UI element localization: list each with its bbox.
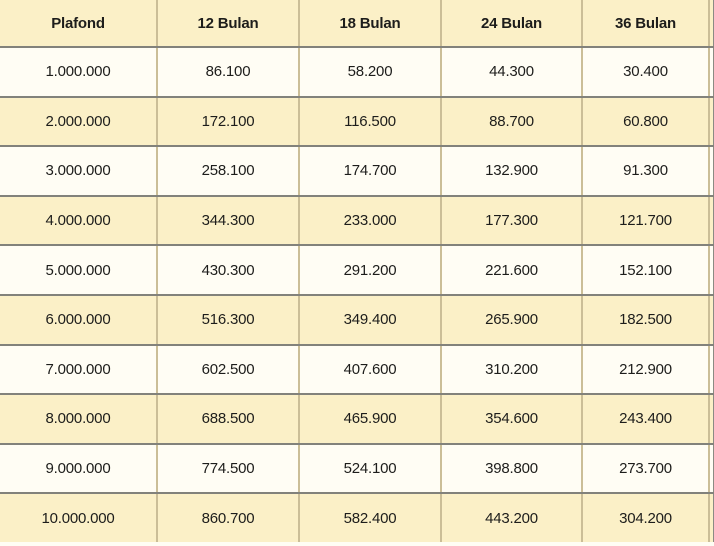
cell-24-bulan: 221.600 [441,245,583,296]
cell-36-bulan: 243.400 [582,394,710,445]
cropped-column-fragment [709,493,714,542]
table-row: 2.000.000 172.100 116.500 88.700 60.800 [0,96,714,148]
cell-plafond: 10.000.000 [0,493,158,542]
cell-12-bulan: 688.500 [157,394,300,445]
table-row: 9.000.000 774.500 524.100 398.800 273.70… [0,443,714,495]
cell-24-bulan: 177.300 [441,195,583,247]
cell-24-bulan: 443.200 [441,493,583,542]
cell-plafond: 7.000.000 [0,344,158,396]
cropped-column-fragment [709,96,714,148]
cell-plafond: 6.000.000 [0,294,158,346]
cropped-column-fragment [709,443,714,495]
cell-18-bulan: 465.900 [299,394,442,445]
cell-36-bulan: 212.900 [582,344,710,396]
cropped-column-fragment [709,344,714,396]
cell-plafond: 4.000.000 [0,195,158,247]
table-row: 8.000.000 688.500 465.900 354.600 243.40… [0,394,714,445]
cell-36-bulan: 30.400 [582,47,710,98]
cropped-column-fragment [709,0,714,48]
column-header-12-bulan: 12 Bulan [157,0,300,48]
cell-18-bulan: 407.600 [299,344,442,396]
cell-12-bulan: 774.500 [157,443,300,495]
cell-24-bulan: 132.900 [441,146,583,197]
cell-plafond: 1.000.000 [0,47,158,98]
cell-36-bulan: 304.200 [582,493,710,542]
cell-18-bulan: 349.400 [299,294,442,346]
cell-12-bulan: 86.100 [157,47,300,98]
table-row: 3.000.000 258.100 174.700 132.900 91.300 [0,146,714,197]
column-header-plafond: Plafond [0,0,158,48]
cell-24-bulan: 265.900 [441,294,583,346]
table-row: 6.000.000 516.300 349.400 265.900 182.50… [0,294,714,346]
cell-12-bulan: 860.700 [157,493,300,542]
table-row: 10.000.000 860.700 582.400 443.200 304.2… [0,493,714,542]
table-row: 5.000.000 430.300 291.200 221.600 152.10… [0,245,714,296]
cropped-column-fragment [709,195,714,247]
cell-18-bulan: 291.200 [299,245,442,296]
cell-18-bulan: 58.200 [299,47,442,98]
cell-12-bulan: 430.300 [157,245,300,296]
column-header-36-bulan: 36 Bulan [582,0,710,48]
cropped-column-fragment [709,294,714,346]
header-row: Plafond 12 Bulan 18 Bulan 24 Bulan 36 Bu… [0,0,714,48]
cell-36-bulan: 60.800 [582,96,710,148]
cell-18-bulan: 582.400 [299,493,442,542]
cell-24-bulan: 398.800 [441,443,583,495]
cell-18-bulan: 233.000 [299,195,442,247]
table-row: 1.000.000 86.100 58.200 44.300 30.400 [0,47,714,98]
cell-plafond: 2.000.000 [0,96,158,148]
table-row: 4.000.000 344.300 233.000 177.300 121.70… [0,195,714,247]
cell-12-bulan: 516.300 [157,294,300,346]
cell-plafond: 3.000.000 [0,146,158,197]
cell-plafond: 9.000.000 [0,443,158,495]
column-header-24-bulan: 24 Bulan [441,0,583,48]
cell-12-bulan: 602.500 [157,344,300,396]
cell-24-bulan: 44.300 [441,47,583,98]
cropped-column-fragment [709,394,714,445]
cropped-column-fragment [709,146,714,197]
cropped-column-fragment [709,245,714,296]
cell-12-bulan: 258.100 [157,146,300,197]
cropped-column-fragment [709,47,714,98]
cell-24-bulan: 354.600 [441,394,583,445]
cell-36-bulan: 121.700 [582,195,710,247]
cell-36-bulan: 152.100 [582,245,710,296]
cell-36-bulan: 182.500 [582,294,710,346]
cell-plafond: 5.000.000 [0,245,158,296]
cell-24-bulan: 88.700 [441,96,583,148]
cell-36-bulan: 273.700 [582,443,710,495]
cell-36-bulan: 91.300 [582,146,710,197]
table-row: 7.000.000 602.500 407.600 310.200 212.90… [0,344,714,396]
cell-24-bulan: 310.200 [441,344,583,396]
cell-18-bulan: 174.700 [299,146,442,197]
cell-18-bulan: 116.500 [299,96,442,148]
cell-plafond: 8.000.000 [0,394,158,445]
column-header-18-bulan: 18 Bulan [299,0,442,48]
cell-12-bulan: 172.100 [157,96,300,148]
cell-18-bulan: 524.100 [299,443,442,495]
cell-12-bulan: 344.300 [157,195,300,247]
